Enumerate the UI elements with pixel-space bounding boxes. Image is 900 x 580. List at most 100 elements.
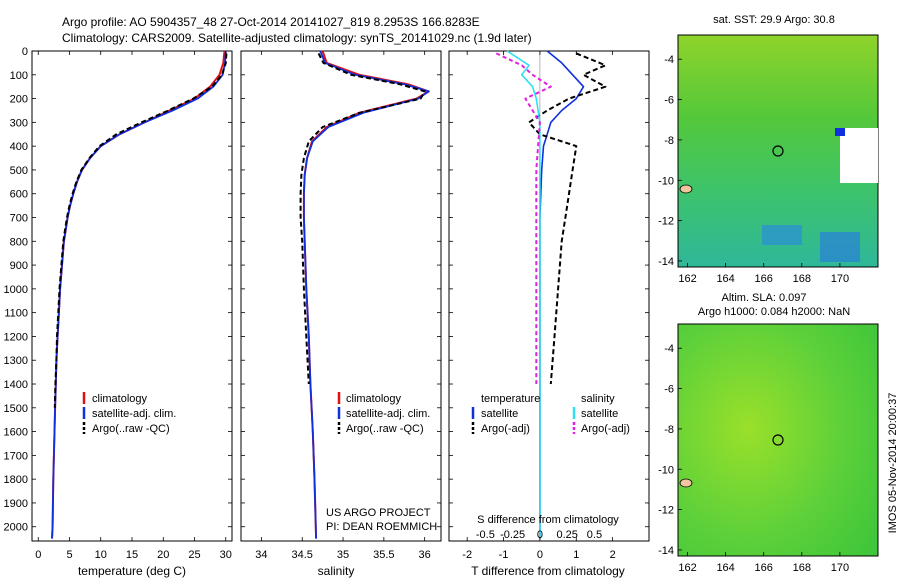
depth-tick-label: 700 xyxy=(10,213,28,225)
salinity-panel xyxy=(240,50,442,542)
map-x-tick-label: 168 xyxy=(793,273,811,285)
x-tick-label: 5 xyxy=(66,549,72,561)
x-tick-label: 15 xyxy=(126,549,138,561)
project-annotation: US ARGO PROJECT xyxy=(326,507,431,519)
sla-map-title2: Argo h1000: 0.084 h2000: NaN xyxy=(698,306,850,318)
x-tick-label: 0 xyxy=(537,529,543,541)
salinity-diff-xticks: -0.5 -0.25 0 0.25 0.5 xyxy=(476,529,602,541)
x-tick-label: 2 xyxy=(610,549,616,561)
legend-label: satellite-adj. clim. xyxy=(92,408,176,420)
depth-tick-label: 1600 xyxy=(4,427,28,439)
map-y-tick-label: -10 xyxy=(658,175,674,187)
t-diff-xlabel: T difference from climatology xyxy=(471,564,625,578)
map-y-tick-label: -12 xyxy=(658,216,674,228)
map-y-tick-label: -6 xyxy=(664,95,674,107)
x-tick-label: 0 xyxy=(35,549,41,561)
x-tick-label: -1 xyxy=(499,549,509,561)
map-y-tick-label: -14 xyxy=(658,545,674,557)
difference-legend: temperature satellite Argo(-adj) salinit… xyxy=(471,393,630,435)
sst-map-missing-data xyxy=(840,128,878,183)
temperature-xticks: 0 5 10 15 20 25 30 xyxy=(35,51,232,561)
sst-map-cold-patch xyxy=(820,232,860,262)
sla-map-yticks: -4 -6 -8 -10 -12 -14 xyxy=(658,343,682,557)
temperature-legend: climatology satellite-adj. clim. Argo(..… xyxy=(82,392,176,435)
x-tick-label: -2 xyxy=(462,549,472,561)
difference-series xyxy=(449,50,649,541)
island-shape xyxy=(679,184,693,194)
header-line2: Climatology: CARS2009. Satellite-adjuste… xyxy=(62,31,532,45)
depth-tick-label: 0 xyxy=(22,46,28,58)
map-x-tick-label: 170 xyxy=(831,562,849,574)
legend-label: satellite xyxy=(581,408,618,420)
map-y-tick-label: -6 xyxy=(664,384,674,396)
temperature-series xyxy=(32,50,232,539)
depth-tick-label: 900 xyxy=(10,260,28,272)
temperature-panel xyxy=(31,50,233,542)
sst-map-yticks: -4 -6 -8 -10 -12 -14 xyxy=(658,54,682,268)
depth-tick-label: 1200 xyxy=(4,331,28,343)
series-line xyxy=(495,52,552,384)
depth-tick-label: 1300 xyxy=(4,355,28,367)
legend-label: satellite xyxy=(481,408,518,420)
sst-map-xticks: 162 164 166 168 170 xyxy=(678,263,849,285)
series-line xyxy=(528,52,607,385)
depth-tick-labels: 0 100 200 300 400 500 600 700 800 900 1000 1100 1200… xyxy=(4,46,28,534)
series-line xyxy=(51,50,227,539)
x-tick-label: -0.5 xyxy=(476,529,495,541)
map-y-tick-label: -8 xyxy=(664,424,674,436)
series-line xyxy=(299,52,426,385)
s-diff-xlabel: S difference from climatology xyxy=(477,514,619,526)
legend-label: Argo(..raw -QC) xyxy=(92,423,170,435)
x-tick-label: 35.5 xyxy=(373,549,394,561)
depth-tick-label: 200 xyxy=(10,94,28,106)
depth-tick-label: 300 xyxy=(10,117,28,129)
map-y-tick-label: -10 xyxy=(658,464,674,476)
depth-tick-label: 1500 xyxy=(4,403,28,415)
depth-tick-label: 600 xyxy=(10,189,28,201)
map-x-tick-label: 166 xyxy=(755,273,773,285)
x-tick-label: 30 xyxy=(220,549,232,561)
depth-tick-label: 1900 xyxy=(4,498,28,510)
sla-map-xticks: 162 164 166 168 170 xyxy=(678,552,849,574)
legend-title-temperature: temperature xyxy=(481,393,540,405)
depth-tick-label: 2000 xyxy=(4,522,28,534)
map-x-tick-label: 166 xyxy=(755,562,773,574)
argo-location-marker xyxy=(772,145,784,157)
x-tick-label: 36 xyxy=(419,549,431,561)
island-shape xyxy=(679,478,693,488)
map-y-tick-label: -4 xyxy=(664,343,674,355)
x-tick-label: 34.5 xyxy=(292,549,313,561)
series-line xyxy=(53,53,228,408)
argo-location-marker xyxy=(772,434,784,446)
depth-tick-label: 400 xyxy=(10,141,28,153)
sst-map-title: sat. SST: 29.9 Argo: 30.8 xyxy=(713,14,835,26)
sla-map-field xyxy=(677,323,879,557)
salinity-legend: climatology satellite-adj. clim. Argo(..… xyxy=(337,392,430,435)
legend-label: climatology xyxy=(346,393,402,405)
x-tick-label: 0.25 xyxy=(556,529,577,541)
depth-tick-label: 1800 xyxy=(4,474,28,486)
x-tick-label: 35 xyxy=(337,549,349,561)
temperature-xlabel: temperature (deg C) xyxy=(78,564,186,578)
sla-map-title1: Altim. SLA: 0.097 xyxy=(722,292,807,304)
series-line xyxy=(302,50,430,539)
legend-label: climatology xyxy=(92,393,148,405)
depth-tick-label: 800 xyxy=(10,236,28,248)
depth-tick-label: 100 xyxy=(10,70,28,82)
map-x-tick-label: 164 xyxy=(716,562,734,574)
difference-panel xyxy=(448,50,650,542)
x-tick-label: -0.25 xyxy=(500,529,525,541)
x-tick-label: 25 xyxy=(188,549,200,561)
legend-label: satellite-adj. clim. xyxy=(346,408,430,420)
sst-map-cold-patch xyxy=(835,128,845,136)
legend-label: Argo(-adj) xyxy=(481,423,530,435)
header-line1: Argo profile: AO 5904357_48 27-Oct-2014 … xyxy=(62,15,480,29)
map-y-tick-label: -14 xyxy=(658,256,674,268)
salinity-xticks: 34 34.5 35 35.5 36 xyxy=(255,51,431,561)
x-tick-label: 20 xyxy=(157,549,169,561)
salinity-xlabel: salinity xyxy=(318,564,355,578)
map-x-tick-label: 162 xyxy=(678,562,696,574)
legend-label: Argo(..raw -QC) xyxy=(346,423,424,435)
side-stamp: IMOS 05-Nov-2014 20:00:37 xyxy=(887,393,899,534)
